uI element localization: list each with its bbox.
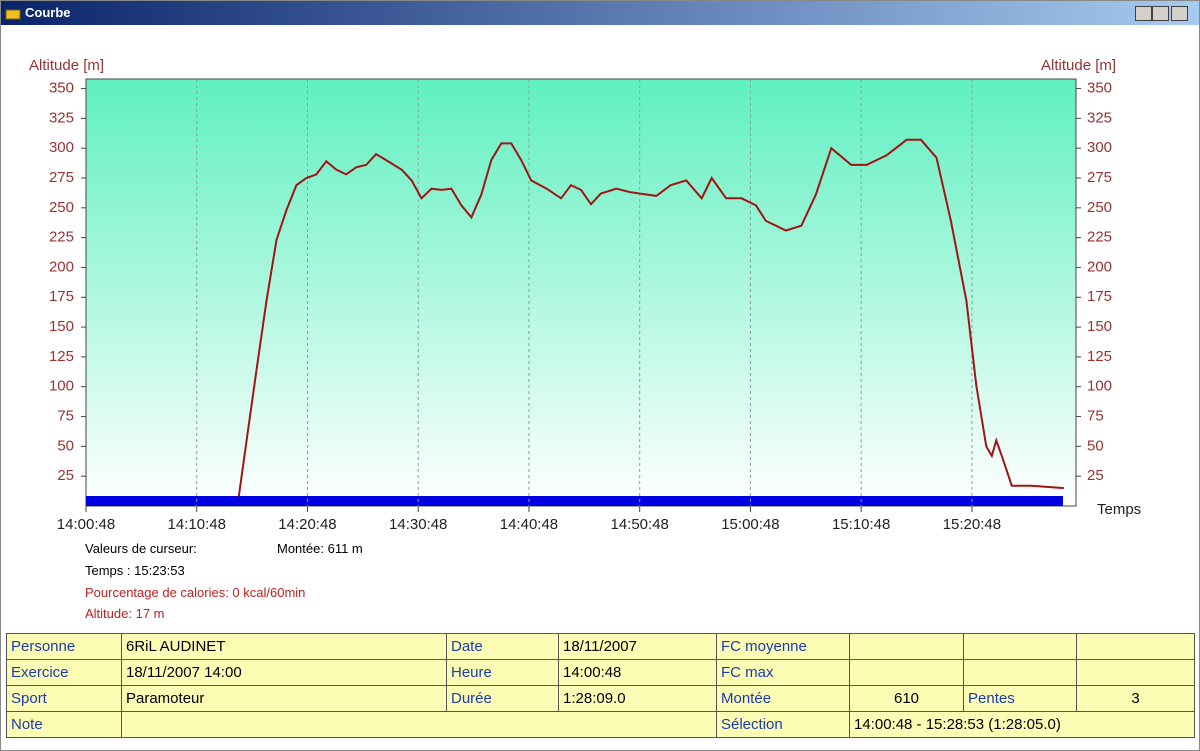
table-value: 14:00:48 [558,659,717,686]
cursor-heading: Valeurs de curseur: [85,541,197,556]
x-tick-label: 14:10:48 [168,516,226,533]
cursor-time: Temps : 15:23:53 [85,563,185,578]
y-tick-label: 175 [49,288,74,305]
plot-area [85,78,1077,507]
table-label: Date [446,633,559,660]
table-label: Note [6,711,122,738]
y-tick-label: 25 [57,467,74,484]
y2-tick-label: 300 [1087,139,1112,156]
chart: Altitude [m] Altitude [m] Temps 14:00:48… [29,57,1141,533]
y-tick-label: 350 [49,80,74,97]
y2-tick-label: 25 [1087,467,1104,484]
close-button[interactable] [1171,6,1188,21]
x-tick-label: 14:50:48 [610,516,668,533]
cursor-altitude: Altitude: 17 m [85,606,165,621]
y-tick-label: 300 [49,139,74,156]
table-value: 3 [1076,685,1195,712]
y-tick-label: 100 [49,378,74,395]
x-tick-label: 14:20:48 [278,516,336,533]
info-table: Personne 6RiL AUDINET Date 18/11/2007 FC moy… [6,633,1195,738]
x-tick-label: 15:20:48 [943,516,1001,533]
x-tick-label: 14:00:48 [57,516,115,533]
table-label: Exercice [6,659,122,686]
table-value: 6RiL AUDINET [121,633,447,660]
x-tick-label: 14:40:48 [500,516,558,533]
y-tick-label: 125 [49,348,74,365]
y-tick-label: 200 [49,258,74,275]
table-value: Paramoteur [121,685,447,712]
table-label: Heure [446,659,559,686]
y-tick-label: 75 [57,408,74,425]
app-icon [5,9,21,20]
y-tick-label: 275 [49,169,74,186]
x-tick-label: 15:00:48 [721,516,779,533]
y2-tick-label: 250 [1087,199,1112,216]
y-axis-title: Altitude [m] [29,57,104,74]
x-tick-label: 14:30:48 [389,516,447,533]
table-label: Sélection [716,711,850,738]
title-bar: Courbe [1,1,1199,25]
x-tick-label: 15:10:48 [832,516,890,533]
y2-tick-label: 150 [1087,318,1112,335]
window-title: Courbe [25,5,71,20]
y-tick-label: 250 [49,199,74,216]
table-label: Montée [716,685,850,712]
table-label: Sport [6,685,122,712]
y2-axis-title: Altitude [m] [1041,57,1116,74]
cursor-climb: Montée: 611 m [277,541,363,556]
y2-tick-label: 75 [1087,408,1104,425]
table-value: 18/11/2007 [558,633,717,660]
selection-bar [86,496,1063,506]
table-value: 14:00:48 - 15:28:53 (1:28:05.0) [849,711,1195,738]
table-value: 1:28:09.0 [558,685,717,712]
maximize-button[interactable] [1152,6,1169,21]
y-tick-label: 325 [49,109,74,126]
table-value: 18/11/2007 14:00 [121,659,447,686]
minimize-button[interactable] [1135,6,1152,21]
table-label: Personne [6,633,122,660]
table-label: Pentes [963,685,1077,712]
table-label: FC max [716,659,850,686]
y2-tick-label: 225 [1087,229,1112,246]
y2-tick-label: 125 [1087,348,1112,365]
y-tick-label: 50 [57,437,74,454]
table-label: FC moyenne [716,633,850,660]
y2-tick-label: 50 [1087,437,1104,454]
y2-tick-label: 325 [1087,109,1112,126]
y2-tick-label: 100 [1087,378,1112,395]
x-axis-title: Temps [1097,501,1141,518]
y2-tick-label: 175 [1087,288,1112,305]
y-tick-label: 225 [49,229,74,246]
y2-tick-label: 275 [1087,169,1112,186]
table-value: 610 [849,685,964,712]
y-tick-label: 150 [49,318,74,335]
table-label: Durée [446,685,559,712]
y2-tick-label: 350 [1087,80,1112,97]
cursor-calories: Pourcentage de calories: 0 kcal/60min [85,585,306,600]
altitude-line [237,138,1064,497]
y2-tick-label: 200 [1087,258,1112,275]
